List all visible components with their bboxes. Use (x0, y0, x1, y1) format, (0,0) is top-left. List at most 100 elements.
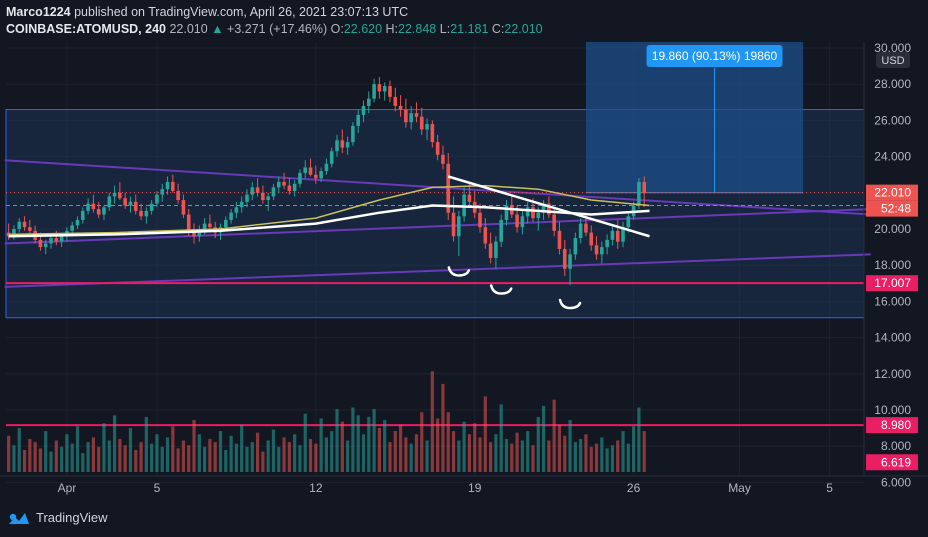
price-tick-label: 12.000 (874, 367, 911, 381)
candle (520, 210, 525, 235)
low-value: 21.181 (450, 22, 489, 36)
channel-lower-line (4, 253, 871, 288)
candle-body (245, 194, 249, 202)
candle-body (239, 201, 244, 208)
candle-body (255, 187, 260, 193)
candle-body (504, 205, 509, 220)
candle-body (541, 203, 546, 213)
candle (176, 183, 180, 204)
candle-body (600, 247, 604, 255)
volume-bar (7, 435, 11, 472)
time-axis[interactable]: Apr 5 12 19 26 May 5 (0, 475, 928, 495)
candle (287, 178, 292, 195)
volume-bar (594, 443, 599, 472)
volume-bar (49, 451, 53, 472)
volume-bar (462, 421, 466, 472)
price-label-tag: 6.619 (866, 454, 918, 471)
price-label-text: 22.010 (874, 186, 911, 200)
candle (441, 145, 445, 170)
candle (102, 205, 106, 220)
chart-drawings[interactable] (4, 42, 871, 427)
candle (494, 236, 498, 269)
candle (594, 236, 599, 260)
volume-bar (621, 431, 625, 472)
time-tick-label: 12 (309, 481, 323, 495)
candle-body (494, 241, 498, 258)
volume-bar (494, 434, 498, 472)
currency-badge: USD (876, 52, 910, 68)
candle-body (107, 196, 112, 208)
candle-body (49, 238, 53, 244)
volume-bar (573, 442, 577, 472)
candle (366, 91, 371, 114)
candle-body (441, 154, 445, 164)
volume-bar (520, 440, 524, 472)
volume-bar (197, 434, 201, 472)
candle-body (160, 189, 165, 195)
publish-line: Marco1224 published on TradingView.com, … (6, 5, 408, 19)
candle-body (112, 192, 117, 197)
open-value: 22.620 (343, 22, 383, 36)
volume-bar (547, 440, 551, 472)
candle-body (520, 216, 525, 228)
candle-body (578, 223, 583, 239)
volume-bar (436, 418, 440, 472)
candle-body (171, 181, 175, 191)
candle (600, 241, 604, 264)
candle-body (208, 223, 212, 228)
candle-body (525, 207, 530, 217)
chart-overlays[interactable]: 19.860 (90.13%) 19860 (8, 45, 783, 310)
volume-bar (552, 399, 556, 472)
candle-body (536, 212, 541, 219)
candle-body (118, 192, 122, 199)
candle-body (642, 181, 647, 193)
volume-bar (478, 437, 482, 472)
measure-box (585, 42, 804, 193)
volume-bar (97, 446, 101, 472)
price-tick-label: 14.000 (874, 331, 911, 345)
candle (80, 207, 85, 224)
candle-body (457, 216, 461, 237)
candle-body (451, 212, 456, 237)
volume-bar (335, 409, 339, 472)
candle (430, 120, 435, 148)
candle (589, 225, 594, 251)
tradingview-branding[interactable]: TradingView (8, 510, 108, 525)
candle-body (483, 227, 488, 244)
volume-bar (271, 429, 276, 472)
candle (345, 136, 350, 155)
candle-body (314, 174, 318, 179)
volume-bar (70, 443, 74, 472)
candle (43, 239, 48, 255)
price-label-text: 8.980 (881, 418, 911, 432)
candle (165, 176, 170, 195)
candle (319, 167, 323, 182)
volume-bar (33, 442, 37, 472)
price-label-tag: 22.010 (866, 184, 918, 201)
volume-bar (176, 448, 180, 472)
candle-body (356, 114, 361, 126)
volume-bar (425, 440, 429, 472)
volume-bar (632, 426, 636, 472)
author-name[interactable]: Marco1224 (6, 5, 71, 19)
candle-body (38, 239, 43, 248)
candle-body (261, 192, 265, 201)
volume-bar (510, 443, 514, 472)
volume-bar (308, 438, 313, 472)
price-label-box (866, 417, 918, 434)
volume-bar (600, 437, 604, 472)
candle (457, 210, 461, 257)
candle-body (28, 227, 32, 231)
candle (266, 192, 270, 211)
candle (541, 200, 546, 220)
symbol-name[interactable]: COINBASE:ATOMUSD, 240 (6, 22, 166, 36)
candle (49, 234, 53, 249)
high-value: 22.848 (398, 22, 437, 36)
volume-bar (616, 440, 620, 472)
published-text: published on TradingView.com, April 26, … (74, 5, 409, 19)
candle-body (382, 86, 387, 92)
candle-body (17, 221, 22, 229)
time-tick-label: 26 (627, 481, 641, 495)
candle-body (123, 198, 127, 206)
